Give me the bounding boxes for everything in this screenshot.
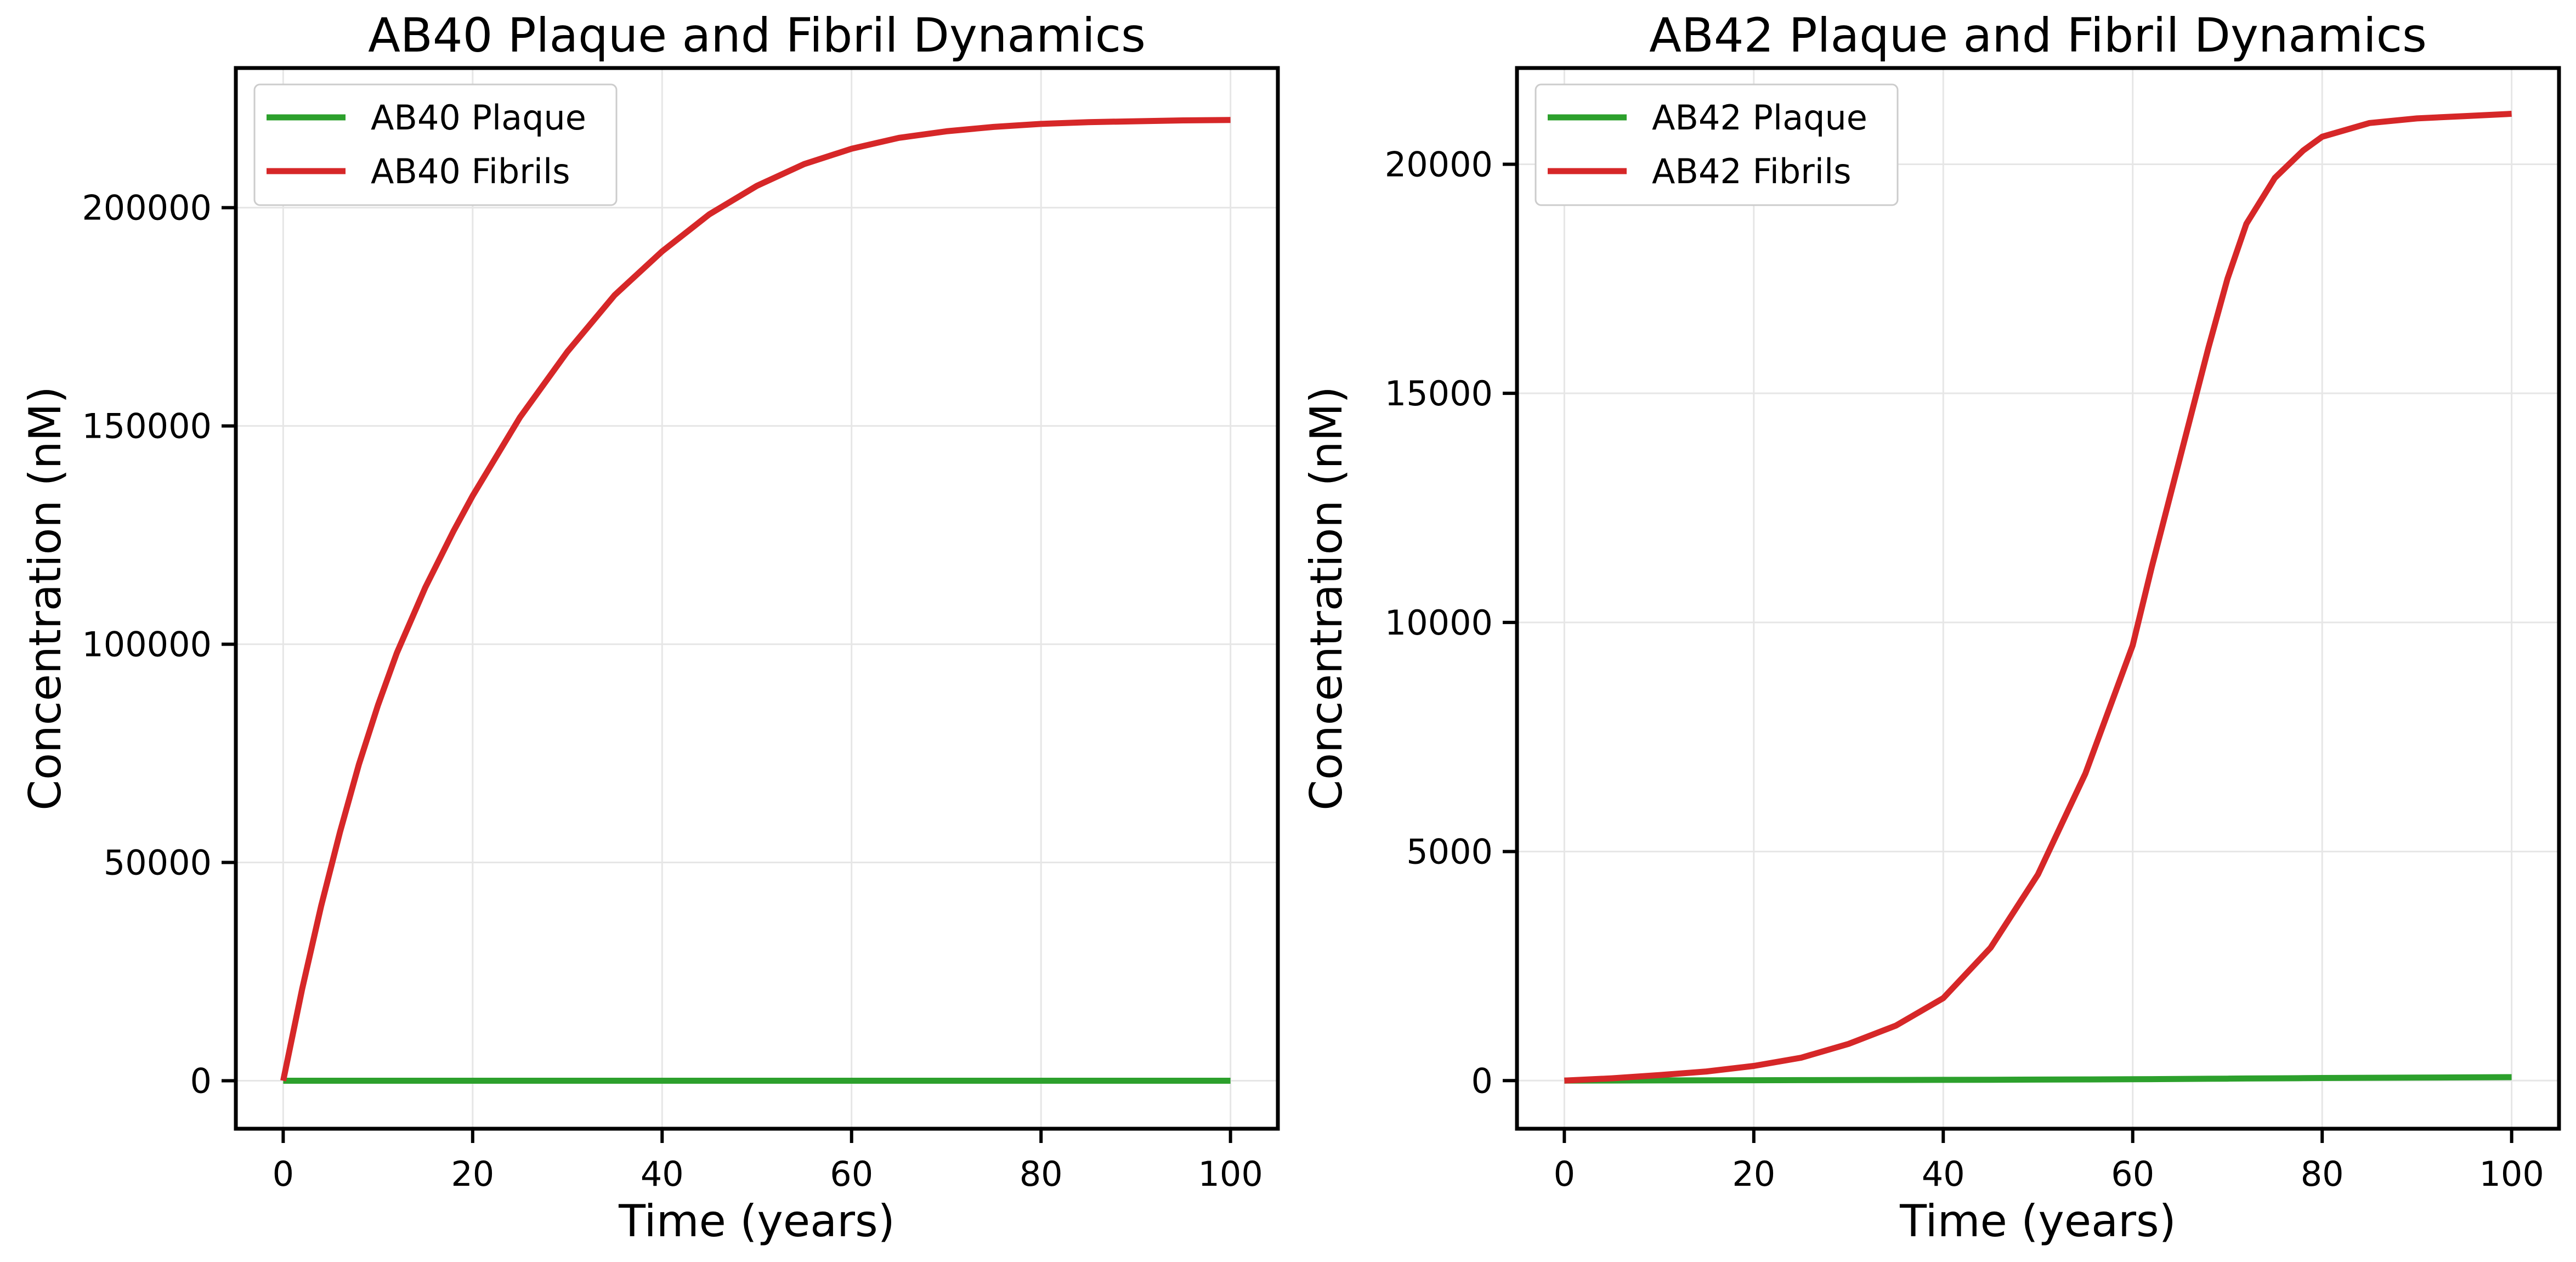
legend-label-fibrils: AB40 Fibrils [371,151,570,191]
y-tick-label: 200000 [82,188,212,228]
x-tick-label: 80 [2301,1154,2344,1194]
legend: AB40 Plaque AB40 Fibrils [253,83,618,206]
chart-title: AB40 Plaque and Fibril Dynamics [368,8,1146,63]
series-line-ab42-fibrils [1564,111,2512,1084]
x-tick-label: 0 [1554,1154,1575,1194]
axis-ticks: 0 20 40 60 80 100 0 5000 10000 15000 20000 [1385,144,2544,1194]
y-tick-label: 100000 [82,625,212,665]
x-tick-label: 60 [2111,1154,2154,1194]
series-lines [1564,111,2512,1084]
x-axis-label: Time (years) [618,1196,895,1247]
x-tick-label: 40 [1922,1154,1965,1194]
x-tick-label: 80 [1020,1154,1063,1194]
series-line-ab42-plaque [1564,1074,2512,1084]
ab40-chart: 0 20 40 60 80 100 0 50000 100000 150000 200000 AB4… [20,8,1280,1247]
y-tick-label: 50000 [104,843,212,883]
legend: AB42 Plaque AB42 Fibrils [1535,83,1899,206]
legend-label-fibrils: AB42 Fibrils [1652,151,1852,191]
chart-title: AB42 Plaque and Fibril Dynamics [1649,8,2427,63]
x-tick-label: 60 [830,1154,873,1194]
x-tick-label: 0 [273,1154,294,1194]
y-tick-label: 0 [190,1061,212,1101]
series-line-ab40-fibrils [280,117,1231,1082]
plot-frame [1515,66,2561,1131]
legend-label-plaque: AB42 Plaque [1652,98,1867,138]
series-lines [280,117,1231,1084]
y-tick-label: 10000 [1385,603,1493,643]
ab42-chart: 0 20 40 60 80 100 0 5000 10000 15000 20000 AB42 Pl… [1301,8,2561,1247]
x-tick-label: 100 [1198,1154,1262,1194]
legend-label-plaque: AB40 Plaque [371,98,586,138]
axis-ticks: 0 20 40 60 80 100 0 50000 100000 150000 200000 [82,188,1262,1194]
grid [236,68,1278,1129]
y-tick-label: 15000 [1385,373,1493,414]
y-tick-label: 20000 [1385,144,1493,184]
y-tick-label: 0 [1471,1061,1493,1101]
plot-frame [234,66,1280,1131]
x-tick-label: 100 [2479,1154,2544,1194]
x-tick-label: 20 [451,1154,494,1194]
y-tick-label: 5000 [1406,832,1493,872]
y-axis-label: Concentration (nM) [20,386,71,811]
y-tick-label: 150000 [82,406,212,446]
x-tick-label: 20 [1732,1154,1775,1194]
y-axis-label: Concentration (nM) [1301,386,1352,811]
x-axis-label: Time (years) [1899,1196,2176,1247]
x-tick-label: 40 [641,1154,684,1194]
